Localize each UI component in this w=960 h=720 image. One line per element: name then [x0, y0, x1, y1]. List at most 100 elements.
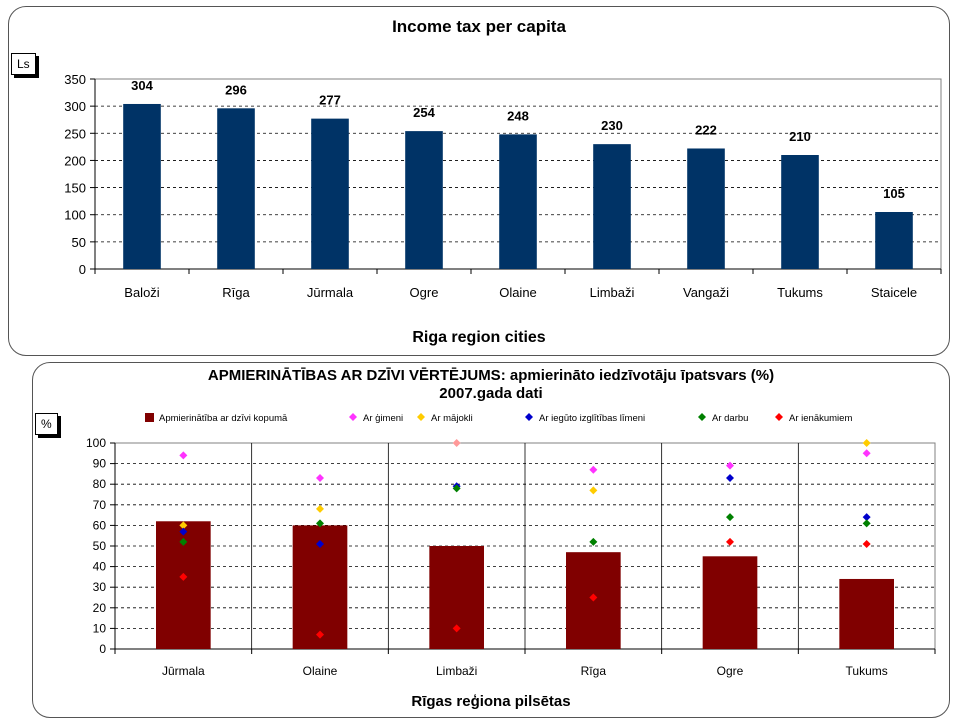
point-Limbaži: [452, 624, 461, 633]
point-Jūrmala: [179, 521, 188, 530]
x-tick-label: Staicele: [871, 285, 917, 300]
x-tick-label: Rīga: [222, 285, 250, 300]
legend-label: Ar darbu: [712, 413, 748, 424]
bar-Baloži: [123, 103, 161, 269]
y-tick-label: 0: [99, 642, 106, 656]
point-Tukums: [862, 539, 871, 548]
legend-marker: [417, 413, 425, 421]
legend-label: Ar iegūto izglītības līmeni: [539, 413, 645, 424]
x-tick-label: Ogre: [717, 664, 744, 678]
bar-Staicele: [875, 212, 913, 269]
data-label: 210: [789, 129, 811, 144]
point-Olaine: [316, 504, 324, 513]
data-label: 254: [413, 105, 435, 120]
y-tick-label: 30: [93, 580, 107, 594]
bar-Tukums: [839, 578, 894, 649]
x-axis-title: Riga region cities: [412, 329, 546, 346]
point-Ogre: [726, 474, 734, 483]
legend-swatch: [145, 413, 154, 422]
x-tick-label: Tukums: [846, 664, 888, 678]
y-tick-label: 80: [93, 477, 107, 491]
satisfaction-chart: Apmierinātība ar dzīvi kopumā Ar ģimeni Ar…: [86, 413, 936, 678]
bar-Ogre: [702, 556, 758, 649]
point-Rīga: [589, 537, 598, 546]
point-Tukums: [862, 449, 871, 458]
chart-title: Income tax per capita: [392, 17, 566, 36]
legend-label: Ar ģimeni: [363, 413, 403, 424]
x-tick-label: Jūrmala: [307, 285, 354, 300]
bar-Olaine: [499, 134, 537, 269]
data-label: 296: [225, 82, 247, 97]
y-tick-label: 0: [79, 262, 86, 277]
point-Limbaži: [452, 439, 461, 447]
y-tick-label: 350: [64, 72, 86, 87]
y-tick-label: 250: [64, 126, 86, 141]
chart-panel-income-tax: Income tax per capita Ls 0 50 100 150 200 250…: [8, 6, 950, 356]
y-tick-label: 60: [93, 518, 107, 532]
legend-label: Ar ienākumiem: [789, 413, 852, 424]
point-Jūrmala: [179, 572, 188, 581]
bar-Limbaži: [593, 144, 631, 269]
chart-subtitle: 2007.gada dati: [439, 385, 543, 402]
x-tick-label: Olaine: [499, 285, 537, 300]
legend-marker: [698, 413, 706, 421]
income-tax-bar-chart: 0 50 100 150 200 250 300 350 304 Baloži 296 Rīga 277…: [64, 72, 942, 300]
x-tick-label: Ogre: [410, 285, 439, 300]
x-tick-label: Vangaži: [683, 285, 729, 300]
bar-Tukums: [781, 155, 819, 269]
point-Limbaži: [452, 484, 461, 493]
y-tick-label: 200: [64, 153, 86, 168]
chart-title: APMIERINĀTĪBAS AR DZĪVI VĒRTĒJUMS: apmie…: [207, 367, 775, 384]
x-tick-label: Olaine: [303, 664, 338, 678]
data-label: 304: [131, 78, 153, 93]
legend-label: Apmierinātība ar dzīvi kopumā: [159, 413, 288, 424]
point-Olaine: [316, 630, 324, 639]
y-unit-label: %: [35, 413, 58, 435]
legend-marker: [525, 413, 533, 421]
point-Ogre: [726, 537, 734, 546]
y-tick-label: 300: [64, 99, 86, 114]
point-Olaine: [316, 474, 324, 483]
data-label: 230: [601, 118, 623, 133]
data-label: 277: [319, 93, 341, 108]
point-Tukums: [862, 439, 871, 447]
x-tick-label: Jūrmala: [162, 664, 205, 678]
point-Tukums: [862, 519, 871, 528]
point-Rīga: [589, 486, 598, 495]
x-tick-label: Tukums: [777, 285, 823, 300]
data-label: 248: [507, 108, 529, 123]
bar-Vangaži: [687, 148, 725, 269]
x-tick-label: Rīga: [581, 664, 607, 678]
legend-label: Ar mājokli: [431, 413, 473, 424]
y-tick-label: 40: [93, 560, 107, 574]
point-Tukums: [862, 513, 871, 522]
y-tick-label: 10: [93, 621, 107, 635]
y-tick-label: 90: [93, 457, 107, 471]
point-Ogre: [726, 513, 734, 522]
point-Ogre: [726, 461, 734, 470]
bar-Limbaži: [429, 546, 484, 649]
point-Rīga: [589, 593, 598, 602]
y-tick-label: 50: [93, 539, 107, 553]
bar-Rīga: [217, 108, 255, 269]
bar-Jūrmala: [311, 118, 349, 269]
x-tick-label: Baloži: [124, 285, 160, 300]
y-tick-label: 20: [93, 601, 107, 615]
data-label: 105: [883, 186, 905, 201]
x-tick-label: Limbaži: [590, 285, 635, 300]
point-Jūrmala: [179, 537, 188, 546]
y-unit-label: Ls: [11, 53, 36, 75]
y-tick-label: 100: [64, 208, 86, 223]
point-Jūrmala: [179, 527, 188, 536]
point-Rīga: [589, 465, 598, 474]
y-tick-label: 150: [64, 181, 86, 196]
legend-marker: [775, 413, 783, 421]
point-Jūrmala: [179, 451, 188, 460]
legend-marker: [349, 413, 357, 421]
chart-panel-satisfaction: APMIERINĀTĪBAS AR DZĪVI VĒRTĒJUMS: apmie…: [32, 362, 950, 718]
data-label: 222: [695, 122, 717, 137]
point-Olaine: [316, 539, 324, 548]
x-tick-label: Limbaži: [436, 664, 477, 678]
bar-Ogre: [405, 131, 443, 269]
y-tick-label: 50: [72, 235, 86, 250]
